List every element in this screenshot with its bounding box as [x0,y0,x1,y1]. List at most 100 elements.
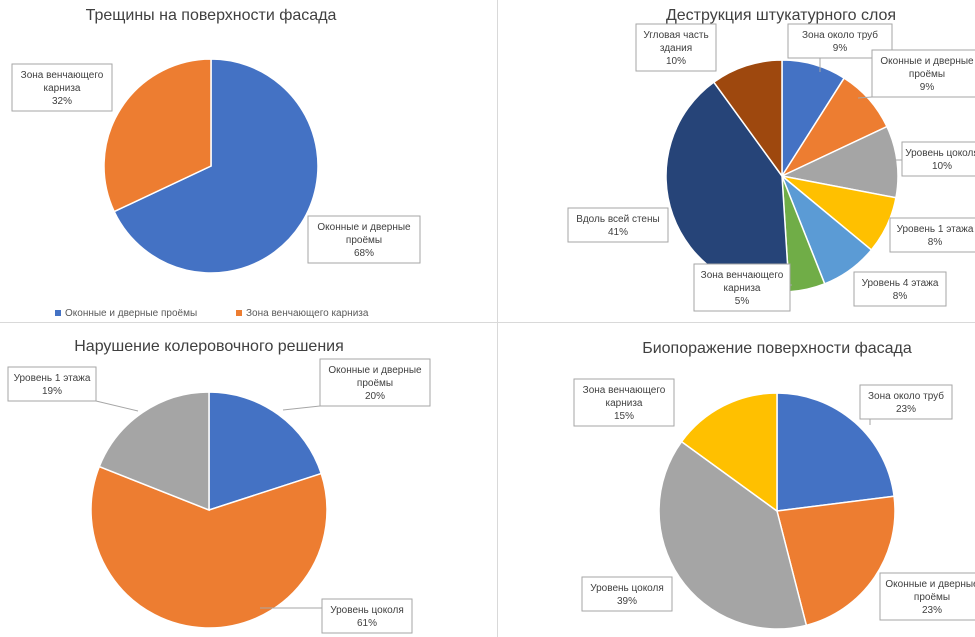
pie-slice [113,58,319,274]
data-label-category: здания [660,43,692,54]
label-box [573,378,675,427]
pie-chart-svg: Нарушение колеровочного решения Оконные и… [7,338,431,634]
data-label: Оконные и дверные проёмы 9% [857,49,975,99]
data-label: Уровень 1 этажа 8% [889,217,975,253]
label-box [889,217,975,253]
data-label-category: Уровень цоколя [330,605,404,616]
pie-slice [712,59,783,179]
pie-chart-svg: Деструкция штукатурного слоя Зона около т… [567,7,975,312]
data-label-category: Зона венчающего [21,70,104,81]
legend-entry: Зона венчающего карниза [246,308,369,319]
data-label: Оконные и дверные проёмы 68% [307,215,421,264]
label-box [319,358,431,407]
data-label-category: проёмы [914,592,950,603]
data-label-category: Уровень 4 этажа [862,278,939,289]
chart-title: Биопоражение поверхности фасада [642,340,912,357]
data-label-value: 68% [354,248,374,259]
label-box [7,366,97,402]
data-label: Оконные и дверные проёмы 20% [282,358,431,411]
data-label-category: Вдоль всей стены [576,214,659,225]
data-label: Зона около труб 23% [859,384,953,425]
data-label-value: 10% [666,56,686,67]
data-label-category: Зона венчающего [701,270,784,281]
pie-chart-svg: Трещины на поверхности фасада Оконные и д… [11,7,421,319]
data-label: Зона венчающего карниза 15% [573,378,675,427]
data-label-value: 23% [896,404,916,415]
label-box [859,384,953,420]
data-label-value: 41% [608,227,628,238]
data-label-category: Зона около труб [802,29,878,41]
data-label-category: Зона венчающего [583,385,666,396]
data-label-value: 23% [922,605,942,616]
data-label-category: Угловая часть [643,30,708,41]
label-box [853,271,947,307]
data-label: Уровень цоколя 39% [581,576,673,612]
pie-chart-svg: Биопоражение поверхности фасада Зона окол… [573,340,975,630]
data-label-category: проёмы [346,235,382,246]
label-box [567,207,669,243]
data-label-value: 19% [42,386,62,397]
pie-slice [103,58,212,213]
data-label: Уровень 4 этажа 8% [853,271,947,307]
chart-title: Трещины на поверхности фасада [86,7,337,24]
data-label-value: 8% [893,291,908,302]
label-box [11,63,113,112]
data-label-value: 5% [735,296,750,307]
data-label-value: 32% [52,96,72,107]
data-label: Вдоль всей стены 41% [567,207,669,243]
pie-slice [776,392,895,512]
legend: Оконные и дверные проёмы Зона венчающего … [55,308,369,319]
pie-slice [680,392,778,513]
label-leader-line [282,405,321,411]
chart-cracks: Трещины на поверхности фасада Оконные и д… [0,0,497,322]
data-label-value: 9% [833,43,848,54]
chart-color-violation: Нарушение колеровочного решения Оконные и… [0,323,497,637]
label-box [635,23,717,72]
chart-plaster-destruction: Деструкция штукатурного слоя Зона около т… [498,0,975,322]
legend-swatch [55,310,61,316]
data-label-category: карниза [606,398,643,409]
data-label: Угловая часть здания 10% [635,23,717,72]
data-label-category: Зона около труб [868,390,944,402]
chart-bio-damage: Биопоражение поверхности фасада Зона окол… [498,323,975,637]
data-label-value: 61% [357,618,377,629]
data-label-value: 39% [617,596,637,607]
label-box [879,572,975,621]
pie-slice [658,440,808,630]
pie-slice [98,391,210,512]
chart-title: Деструкция штукатурного слоя [666,7,896,24]
label-box [871,49,975,98]
data-label: Зона венчающего карниза 32% [11,63,113,112]
label-leader-line [857,96,873,99]
data-label: Уровень 1 этажа 19% [7,366,139,412]
label-leader-line [95,400,139,412]
data-label-category: проёмы [357,378,393,389]
data-label: Зона венчающего карниза 5% [693,263,792,312]
label-box [581,576,673,612]
label-box [901,141,975,177]
data-label-category: Оконные и дверные [880,56,974,67]
pie-slice [208,391,323,512]
data-label-value: 15% [614,411,634,422]
data-label-category: карниза [724,283,761,294]
data-label-value: 8% [928,237,943,248]
pie-slice [90,465,328,629]
data-label: Уровень цоколя 10% [894,141,975,177]
data-label-category: Уровень 1 этажа [897,224,974,235]
data-label-category: проёмы [909,69,945,80]
legend-entry: Оконные и дверные проёмы [65,308,197,319]
pie-slice [776,495,896,627]
data-label-category: Оконные и дверные [328,365,422,376]
data-label: Оконные и дверные проёмы 23% [879,572,975,621]
panel-divider-vertical [497,0,498,637]
data-label-category: Уровень 1 этажа [14,373,91,384]
data-label-category: Уровень цоколя [905,148,975,159]
data-label-value: 10% [932,161,952,172]
chart-title: Нарушение колеровочного решения [74,338,344,355]
label-box [307,215,421,264]
data-label-category: карниза [44,83,81,94]
legend-swatch [236,310,242,316]
data-label-category: Уровень цоколя [590,583,664,594]
label-box [693,263,791,312]
panel-divider-horizontal [0,322,975,323]
